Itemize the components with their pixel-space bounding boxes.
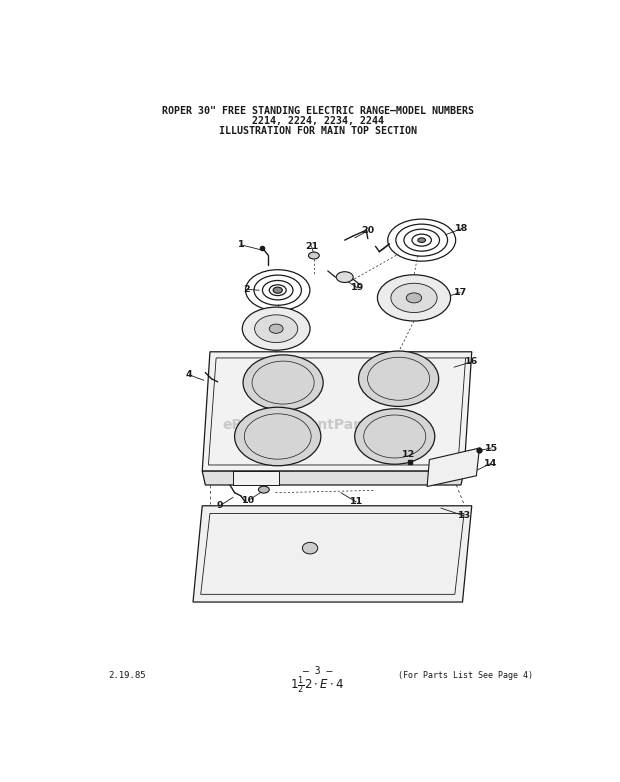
Text: 20: 20: [361, 227, 374, 235]
Text: 13: 13: [458, 511, 471, 520]
Ellipse shape: [273, 287, 282, 293]
Text: 19: 19: [351, 283, 365, 292]
Ellipse shape: [378, 274, 451, 321]
Ellipse shape: [406, 293, 422, 303]
Text: 1: 1: [237, 240, 244, 249]
Polygon shape: [202, 352, 472, 471]
Polygon shape: [193, 506, 472, 602]
Text: eReplacementParts.com: eReplacementParts.com: [223, 418, 413, 432]
Ellipse shape: [418, 238, 425, 242]
Text: ILLUSTRATION FOR MAIN TOP SECTION: ILLUSTRATION FOR MAIN TOP SECTION: [219, 126, 417, 136]
Text: 14: 14: [484, 459, 498, 468]
Text: 2214, 2224, 2234, 2244: 2214, 2224, 2234, 2244: [252, 116, 384, 126]
Text: ROPER 30" FREE STANDING ELECTRIC RANGE—MODEL NUMBERS: ROPER 30" FREE STANDING ELECTRIC RANGE—M…: [162, 106, 474, 116]
Text: 10: 10: [242, 496, 255, 505]
Polygon shape: [202, 471, 464, 485]
Ellipse shape: [242, 307, 310, 350]
Ellipse shape: [391, 283, 437, 313]
Ellipse shape: [336, 271, 353, 282]
Ellipse shape: [243, 355, 323, 411]
Text: 2: 2: [244, 285, 250, 294]
Polygon shape: [233, 471, 279, 485]
Text: 4: 4: [186, 371, 192, 379]
Ellipse shape: [255, 315, 298, 343]
Ellipse shape: [234, 407, 321, 466]
Text: 18: 18: [455, 224, 469, 233]
Text: 11: 11: [350, 497, 363, 507]
Ellipse shape: [269, 324, 283, 333]
Text: $1\frac{1}{2}2 \cdot E \cdot 4$: $1\frac{1}{2}2 \cdot E \cdot 4$: [291, 674, 345, 696]
Text: 3: 3: [245, 325, 252, 333]
Ellipse shape: [355, 409, 435, 465]
Text: 2.19.85: 2.19.85: [108, 671, 146, 680]
Ellipse shape: [309, 252, 319, 259]
Ellipse shape: [303, 543, 317, 554]
Ellipse shape: [259, 486, 269, 493]
Text: — 3 —: — 3 —: [303, 666, 332, 676]
Polygon shape: [427, 448, 479, 486]
Text: 15: 15: [484, 443, 498, 453]
Text: 9: 9: [216, 501, 223, 511]
Ellipse shape: [358, 351, 438, 407]
Text: 16: 16: [465, 357, 479, 366]
Text: (For Parts List See Page 4): (For Parts List See Page 4): [398, 671, 533, 680]
Text: 21: 21: [305, 242, 318, 251]
Text: 12: 12: [402, 450, 415, 459]
Text: 17: 17: [454, 288, 467, 297]
